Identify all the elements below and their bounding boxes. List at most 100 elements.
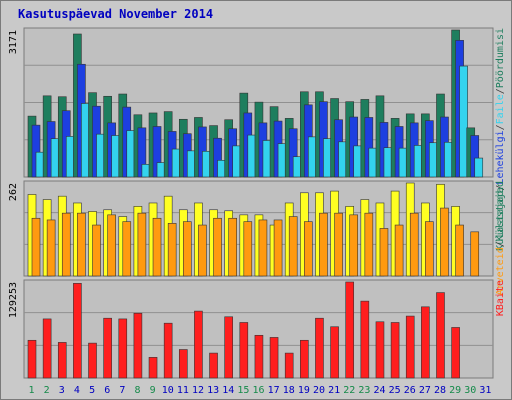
bar-bottom-kbaite-day-16 <box>254 334 264 379</box>
bar-middle-arveteid-day-30 <box>470 231 480 277</box>
day-label: 16 <box>252 385 264 396</box>
bar-bottom-kbaite-day-10 <box>163 322 173 379</box>
bar-bottom-kbaite-day-13 <box>209 352 218 379</box>
bar-top-faile-day-8 <box>141 164 151 178</box>
day-label: 14 <box>222 385 234 396</box>
bar-top-faile-day-3 <box>65 136 75 178</box>
bar-middle-arveteid-day-27 <box>425 221 434 277</box>
bar-middle-arveteid-day-10 <box>167 223 177 277</box>
day-label: 17 <box>268 385 280 396</box>
bar-top-faile-day-21 <box>338 141 347 178</box>
bar-top-faile-day-25 <box>398 147 408 178</box>
day-label: 6 <box>104 385 110 396</box>
bar-bottom-kbaite-day-26 <box>405 315 415 379</box>
day-label: 1 <box>29 385 35 396</box>
day-label: 10 <box>162 385 174 396</box>
bar-bottom-kbaite-day-1 <box>27 339 37 379</box>
day-label: 25 <box>389 385 401 396</box>
day-label: 2 <box>44 385 50 396</box>
bar-top-faile-day-20 <box>323 138 332 178</box>
day-label: 4 <box>74 385 80 396</box>
right-label-top: Külastajad/Lehekülgi/Faile/Pöördumisi <box>495 28 506 251</box>
right-label-part: / <box>495 124 506 130</box>
bar-bottom-kbaite-day-2 <box>42 318 52 379</box>
bar-middle-arveteid-day-21 <box>334 212 343 277</box>
bar-top-faile-day-27 <box>429 142 438 178</box>
day-axis: 1 2 3 4 5 6 7 8 9 10 11 12 13 14 15 16 17 18 19 20 21 22 23 24 2… <box>29 385 492 396</box>
bar-bottom-kbaite-day-11 <box>178 349 188 379</box>
bar-middle-arveteid-day-4 <box>77 212 86 277</box>
bar-middle-arveteid-day-7 <box>122 221 132 277</box>
bar-middle-arveteid-day-23 <box>364 212 374 277</box>
bar-top-faile-day-10 <box>171 148 181 178</box>
bar-middle-arveteid-day-14 <box>228 217 237 277</box>
day-label: 22 <box>343 385 355 396</box>
bar-top-faile-day-4 <box>81 103 90 178</box>
bar-middle-arveteid-day-1 <box>31 217 41 277</box>
bar-bottom-kbaite-day-15 <box>239 322 249 379</box>
bar-middle-arveteid-day-8 <box>137 212 147 277</box>
bar-bottom-kbaite-day-18 <box>284 352 294 379</box>
day-label: 23 <box>358 385 370 396</box>
bar-middle-arveteid-day-2 <box>46 219 56 277</box>
day-label: 12 <box>192 385 204 396</box>
bar-bottom-kbaite-day-17 <box>269 337 279 379</box>
bar-middle-arveteid-day-28 <box>440 207 449 277</box>
bar-bottom-kbaite-day-5 <box>88 342 97 379</box>
bar-middle-arveteid-day-9 <box>152 217 162 277</box>
bar-top-faile-day-26 <box>413 145 423 178</box>
right-label-part: Arveteid <box>495 247 506 295</box>
bar-top-faile-day-18 <box>292 156 302 178</box>
day-label: 27 <box>419 385 431 396</box>
day-label: 15 <box>237 385 249 396</box>
bar-middle-arveteid-day-12 <box>198 224 207 277</box>
day-label: 8 <box>134 385 140 396</box>
right-label-part: / <box>495 241 506 247</box>
panel-bottom: 129253 <box>8 279 494 379</box>
bar-bottom-kbaite-day-3 <box>57 342 67 379</box>
bar-middle-arveteid-day-6 <box>107 214 116 277</box>
bar-middle-arveteid-day-25 <box>394 224 404 277</box>
panel-middle: 262 <box>8 180 494 277</box>
bar-top-faile-day-11 <box>186 150 196 178</box>
bar-middle-arveteid-day-26 <box>409 212 419 277</box>
right-label-bottom: KBaite <box>495 280 506 316</box>
bar-top-faile-day-19 <box>308 136 317 178</box>
bar-bottom-kbaite-day-6 <box>103 317 112 379</box>
day-label: 24 <box>374 385 386 396</box>
bar-middle-arveteid-day-24 <box>379 228 389 277</box>
bar-bottom-kbaite-day-4 <box>73 283 82 379</box>
bar-top-faile-day-6 <box>111 135 120 178</box>
y-max-label: 3171 <box>8 30 19 54</box>
bar-top-faile-day-14 <box>232 145 241 178</box>
bar-bottom-kbaite-day-12 <box>194 310 203 379</box>
bar-middle-arveteid-day-29 <box>455 224 464 277</box>
bar-top-faile-day-17 <box>277 143 287 178</box>
bar-middle-arveteid-day-20 <box>319 212 328 277</box>
bar-bottom-kbaite-day-9 <box>148 357 158 379</box>
day-label: 20 <box>313 385 325 396</box>
right-label-part: / <box>495 185 506 191</box>
bar-bottom-kbaite-day-19 <box>300 339 309 379</box>
bar-middle-arveteid-day-16 <box>258 219 268 277</box>
bar-top-faile-day-24 <box>383 147 393 178</box>
day-label: 7 <box>119 385 125 396</box>
bar-middle-arveteid-day-19 <box>304 221 313 277</box>
day-label: 18 <box>283 385 295 396</box>
right-label-part: Lehekülgi <box>495 130 506 184</box>
bar-top-faile-day-15 <box>247 134 257 178</box>
bar-bottom-kbaite-day-23 <box>360 300 370 379</box>
bar-top-faile-day-29 <box>459 65 468 178</box>
bar-top-faile-day-1 <box>35 151 45 178</box>
day-label: 11 <box>177 385 189 396</box>
chart-title: Kasutuspäevad November 2014 <box>18 7 213 21</box>
right-label-middle: Arveteid/Külastajad <box>495 181 506 295</box>
bar-bottom-kbaite-day-27 <box>421 306 430 379</box>
bar-bottom-kbaite-day-22 <box>345 281 355 379</box>
plot-area: 3171 262 129253 <box>8 27 494 379</box>
bar-top-faile-day-2 <box>50 138 60 178</box>
right-label-part: Külastajad <box>495 181 506 241</box>
right-label-part: Külastajad <box>495 191 506 251</box>
bar-middle-arveteid-day-3 <box>61 212 71 277</box>
